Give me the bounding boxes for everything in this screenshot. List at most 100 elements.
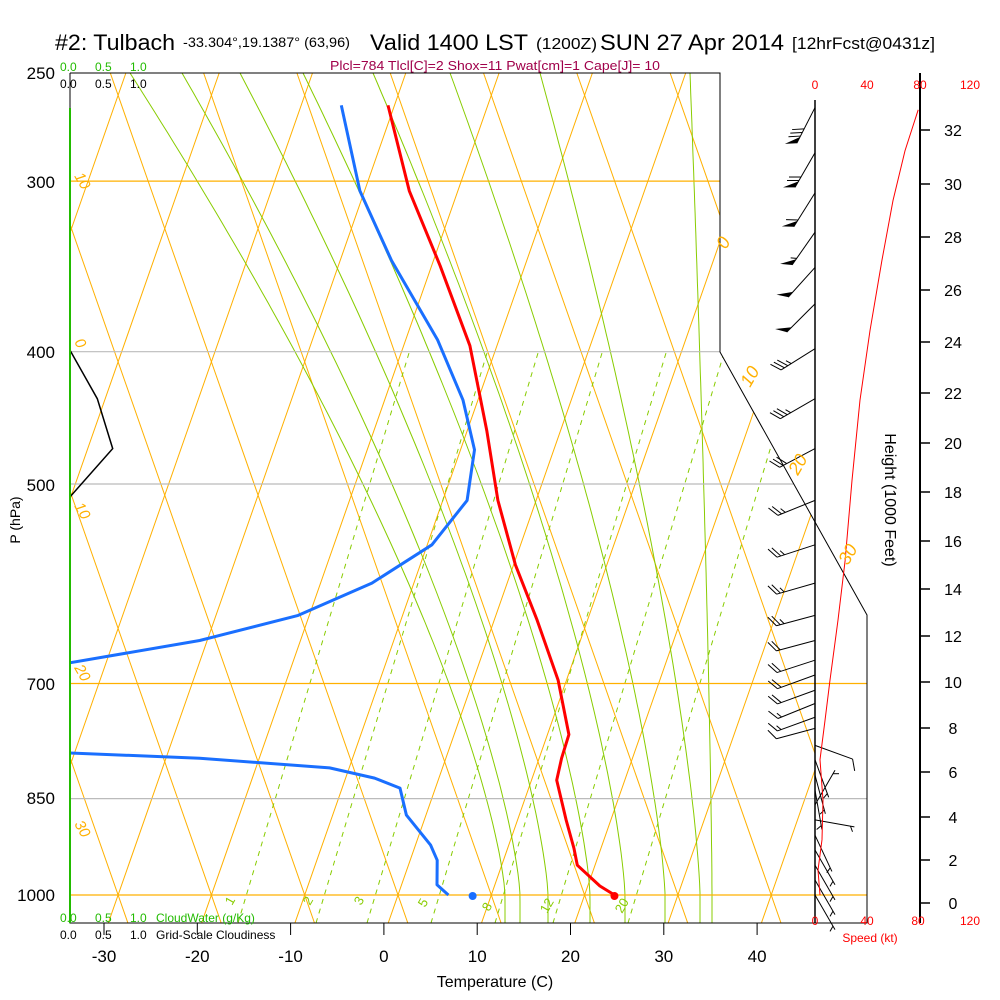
wind-barb	[814, 894, 836, 932]
temperature-ticks: -30 -20 -10 0 10 20 30 40	[92, 923, 767, 966]
dewpoint-line-lower	[70, 751, 450, 897]
cloudwater-bottom-ticks: 0.0 0.5 1.0 CloudWater (g/Kg)	[60, 911, 255, 925]
barb-feather	[767, 585, 777, 595]
barb-staff	[779, 448, 816, 468]
height-tick-label: 6	[949, 765, 958, 782]
barb-staff	[814, 819, 855, 828]
tick-label: 80	[913, 78, 927, 92]
barb-staff	[776, 727, 816, 740]
dry-adiabat-line	[483, 73, 782, 923]
wind-barb	[814, 819, 855, 832]
cloudiness-top-ticks: 0.0 0.5 1.0	[60, 77, 147, 91]
barb-staff	[791, 231, 816, 266]
height-tick-label: 30	[944, 177, 962, 194]
wind-barb	[767, 716, 816, 732]
tick-label: 0.0	[60, 77, 77, 91]
mixing-label: 12	[537, 895, 557, 915]
pressure-tick-label: 300	[27, 173, 55, 192]
temperature-tick-label: 0	[379, 947, 388, 966]
height-tick-label: 8	[949, 721, 958, 738]
theta-labels: 10 0 10 20 30 0 10 20 30	[70, 170, 861, 842]
surface-temp-dot	[610, 892, 619, 900]
tick-label: 1.0	[130, 60, 147, 74]
dry-adiabat-line	[857, 73, 1000, 923]
tick-label: 0.0	[60, 60, 77, 74]
theta-label: 20	[784, 451, 812, 479]
tick-label: 0.0	[60, 928, 77, 942]
temperature-line	[386, 104, 616, 897]
height-tick-label: 4	[949, 810, 958, 827]
tick-label: 80	[911, 914, 925, 928]
tick-label: 0.5	[95, 77, 112, 91]
barb-staff	[776, 639, 816, 652]
barb-feather	[771, 694, 782, 703]
barb-half-feather	[829, 910, 834, 917]
speed-axis-label: Speed (kt)	[842, 931, 897, 945]
wind-barb	[814, 849, 836, 887]
tick-label: 1.0	[130, 77, 147, 91]
wind-barb	[767, 727, 816, 740]
pressure-tick-label: 250	[27, 64, 55, 83]
wind-barb	[780, 231, 816, 266]
barb-staff	[780, 348, 816, 371]
barb-feather	[767, 729, 777, 740]
barb-pennant	[781, 220, 798, 227]
station-coords: -33.304°,19.1387° (63,96)	[183, 34, 350, 50]
moist-adiabat-line	[449, 73, 666, 923]
isotherm-line	[70, 73, 127, 923]
wind-barb	[770, 348, 816, 371]
barb-staff	[793, 192, 816, 228]
height-tick-label: 22	[944, 386, 962, 403]
wind-barb	[769, 398, 816, 420]
barb-feather	[767, 641, 777, 652]
barb-feather	[771, 679, 782, 688]
barb-half-feather	[829, 880, 834, 887]
barb-staff	[777, 674, 816, 690]
barb-feather	[771, 584, 781, 594]
temperature-tick-label: 30	[654, 947, 673, 966]
barb-staff	[777, 716, 816, 732]
x-axis-label: Temperature (C)	[437, 974, 553, 991]
traces	[70, 104, 619, 900]
barb-feather	[788, 135, 801, 138]
isotherm-line	[201, 73, 500, 923]
height-tick-label: 32	[944, 123, 962, 140]
valid-time: Valid 1400 LST	[370, 30, 528, 55]
cloudiness-label: Grid-Scale Cloudiness	[156, 928, 275, 942]
wind-barb	[768, 703, 816, 719]
pressure-tick-label: 1000	[17, 886, 55, 905]
moist-adiabat-line	[539, 73, 701, 923]
mixing-label: 1	[222, 894, 239, 908]
wind-barb	[776, 267, 816, 298]
barb-pennant	[780, 259, 797, 265]
barb-staff	[794, 152, 816, 188]
barb-half-feather	[779, 619, 785, 624]
tick-label: 0	[812, 78, 819, 92]
wind-barb	[767, 659, 816, 674]
barb-staff	[777, 703, 816, 719]
temperature-tick-label: -10	[278, 947, 303, 966]
height-tick-label: 12	[944, 629, 962, 646]
dry-adiabat-line	[576, 73, 815, 923]
wind-barb	[775, 303, 816, 333]
mixing-ratio-line	[627, 351, 800, 923]
barb-half-feather	[776, 725, 782, 730]
mixing-label: 3	[351, 894, 368, 908]
tick-label: 0	[812, 914, 819, 928]
barb-half-feather	[779, 550, 785, 556]
theta-label: 30	[71, 818, 94, 842]
barb-pennant	[783, 181, 799, 188]
temperature-tick-label: 10	[468, 947, 487, 966]
dry-adiabat-line	[203, 73, 502, 923]
theta-label: 0	[712, 233, 734, 252]
temperature-tick-label: -30	[92, 947, 117, 966]
dry-adiabat-line	[109, 73, 409, 923]
barb-feather	[768, 507, 779, 516]
barb-pennant	[784, 136, 801, 144]
barb-half-feather	[790, 257, 797, 259]
tick-label: 120	[960, 78, 980, 92]
grid-lines	[70, 73, 1000, 923]
theta-label: 20	[70, 661, 94, 685]
barb-feather	[767, 722, 778, 732]
stability-indices: Plcl=784 Tlcl[C]=2 Shox=11 Pwat[cm]=1 Ca…	[330, 58, 660, 73]
